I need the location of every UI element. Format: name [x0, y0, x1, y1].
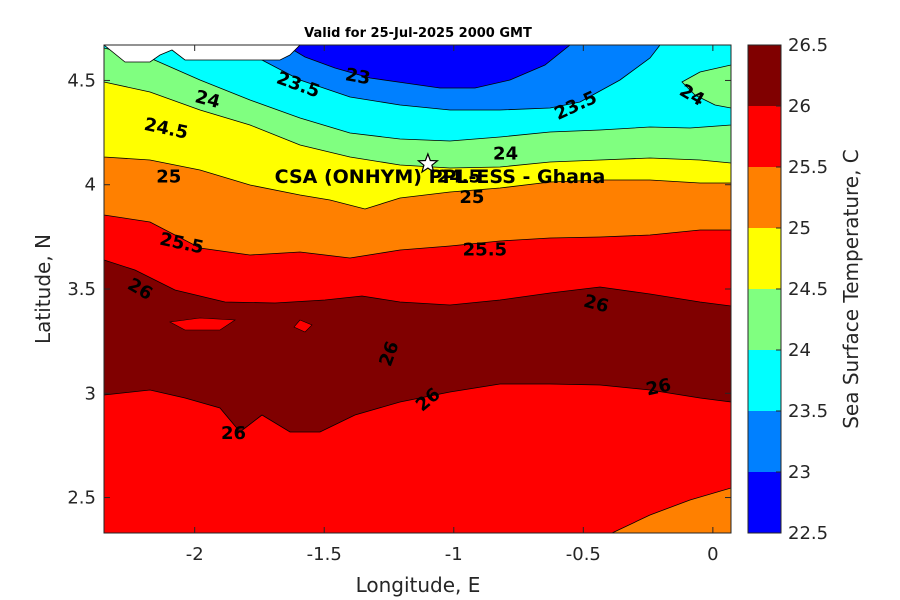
y-tick-label: 4.5 [67, 70, 96, 91]
y-axis-label: Latitude, N [31, 234, 55, 344]
y-tick-label: 3.5 [67, 279, 96, 300]
y-tick-label: 3 [85, 383, 96, 404]
contour-label: 25 [156, 166, 181, 187]
band-26-26.5 [104, 259, 731, 433]
colorbar-tick-label: 23.5 [788, 401, 828, 422]
colorbar-segment [748, 167, 781, 228]
colorbar-segment [748, 289, 781, 350]
colorbar-tick-label: 23 [788, 462, 811, 483]
colorbar-segment [748, 228, 781, 289]
site-marker [416, 152, 440, 174]
y-axis-ticks: 2.5 3 3.5 4 4.5 [67, 70, 731, 509]
x-tick-label: -1 [445, 544, 463, 565]
contour-label: 26 [221, 423, 246, 444]
plot-area [104, 45, 731, 533]
colorbar-tick-label: 26 [788, 96, 811, 117]
chart-title: Valid for 25-Jul-2025 2000 GMT [304, 26, 532, 41]
x-tick-label: -2 [186, 544, 204, 565]
colorbar-label: Sea Surface Temperature, C [839, 149, 863, 429]
colorbar-tick-label: 25.5 [788, 157, 828, 178]
x-tick-label: 0 [707, 544, 718, 565]
colorbar-segment [748, 472, 781, 533]
contour-label: 25.5 [463, 239, 507, 260]
colorbar-tick-label: 24.5 [788, 279, 828, 300]
colorbar-segment [748, 106, 781, 167]
y-tick-label: 2.5 [67, 488, 96, 509]
contour-label: 24 [493, 143, 518, 164]
band-22.5-23 [284, 45, 571, 89]
patch-26-b [293, 319, 313, 333]
patch-26-a [169, 317, 236, 331]
contour-label: 26 [644, 375, 673, 401]
colorbar: 22.5 23 23.5 24 24.5 25 25.5 26 26.5 [747, 35, 828, 544]
x-axis-ticks: -2 -1.5 -1 -0.5 0 [186, 45, 719, 565]
y-tick-label: 4 [85, 175, 96, 196]
colorbar-tick-label: 24 [788, 340, 811, 361]
colorbar-segment [748, 411, 781, 472]
star-icon [416, 152, 440, 174]
band-24-24.5-east [681, 64, 731, 109]
contour-label: 23 [344, 64, 372, 89]
colorbar-segment [748, 350, 781, 411]
contour-label: 25 [459, 187, 484, 208]
x-tick-label: -1.5 [307, 544, 342, 565]
x-axis-label: Longitude, E [356, 573, 481, 597]
colorbar-tick-label: 25 [788, 218, 811, 239]
colorbar-tick-label: 26.5 [788, 35, 828, 56]
colorbar-tick-label: 22.5 [788, 523, 828, 544]
site-label: CSA (ONHYM) PPL-ESS - Ghana [275, 166, 606, 188]
x-tick-label: -0.5 [566, 544, 601, 565]
no-data-region [104, 45, 301, 63]
colorbar-segment [748, 45, 781, 106]
contour-label: 24.5 [437, 166, 481, 187]
band-25-25.5-southeast [611, 487, 731, 533]
